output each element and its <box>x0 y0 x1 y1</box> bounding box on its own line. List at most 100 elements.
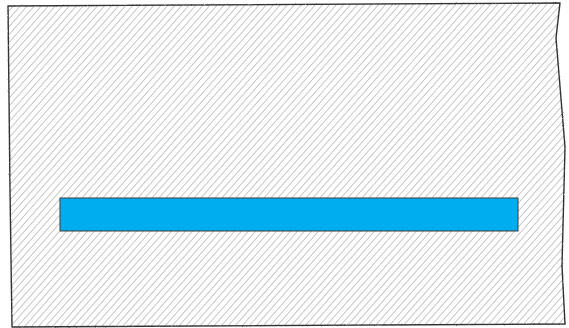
hatch-line <box>261 3 563 327</box>
hatch-line <box>8 3 185 327</box>
hatch-line <box>226 3 528 327</box>
hatch-line <box>51 3 353 327</box>
hatch-line <box>8 3 178 327</box>
hatch-line <box>8 3 269 327</box>
hatch-line <box>8 3 248 327</box>
hatch-line <box>163 3 465 327</box>
hatch-line <box>296 3 565 327</box>
hatch-line <box>219 3 521 327</box>
hatch-line <box>198 3 500 327</box>
hatch-line <box>8 3 255 327</box>
hatch-line <box>254 3 556 327</box>
hatch-line <box>8 3 192 327</box>
hatch-line <box>23 3 325 327</box>
hatch-line <box>8 3 241 327</box>
hatch-line <box>464 3 565 327</box>
hatch-line <box>436 3 565 327</box>
hatch-line <box>373 3 565 327</box>
hatch-line <box>86 3 388 327</box>
hatch-line <box>471 3 565 327</box>
hatch-line <box>205 3 507 327</box>
hatch-line <box>8 3 129 327</box>
hatch-line <box>8 3 283 327</box>
hatch-line <box>107 3 409 327</box>
hatch-line <box>233 3 535 327</box>
hatch-line <box>275 3 565 327</box>
hatch-line <box>450 3 565 327</box>
hatch-line <box>135 3 437 327</box>
bar-fill <box>59 197 519 232</box>
hatch-line <box>149 3 451 327</box>
hatch-line <box>142 3 444 327</box>
hatch-line <box>415 3 565 327</box>
hatch-line <box>128 3 430 327</box>
hatch-line <box>8 3 220 327</box>
hatch-line <box>9 3 311 327</box>
hatch-line <box>8 3 304 327</box>
hatch-line <box>184 3 486 327</box>
hatch-line <box>8 3 157 327</box>
hatch-line <box>79 3 381 327</box>
hatch-line <box>16 3 318 327</box>
hatch-line <box>8 3 199 327</box>
hatch-line <box>8 3 108 327</box>
hatch-line <box>492 3 565 327</box>
hatch-line <box>8 3 136 327</box>
hatch-line <box>401 3 565 327</box>
hatch-line <box>212 3 514 327</box>
hatch-line <box>72 3 374 327</box>
hatch-line <box>8 3 227 327</box>
hatch-line <box>8 3 122 327</box>
hatch-line <box>8 3 290 327</box>
hatch-line <box>443 3 565 327</box>
hatch-line <box>8 3 150 327</box>
hatch-line <box>8 3 94 327</box>
hatch-line <box>8 3 87 327</box>
hatch-line <box>121 3 423 327</box>
hatch-line <box>65 3 367 327</box>
hatch-line <box>8 3 297 327</box>
hatch-line <box>8 3 213 327</box>
hatch-line <box>422 3 565 327</box>
hatch-line <box>44 3 346 327</box>
hatch-line <box>331 3 565 327</box>
hatch-line <box>478 3 565 327</box>
hatch-line <box>8 3 80 327</box>
hatch-line <box>303 3 565 327</box>
hatch-line <box>345 3 565 327</box>
hatch-line <box>394 3 565 327</box>
hatch-line <box>8 3 143 327</box>
hatch-line <box>366 3 565 327</box>
hatch-line <box>247 3 549 327</box>
hatch-line <box>380 3 565 327</box>
hatch-line <box>170 3 472 327</box>
panel-outline <box>7 2 566 328</box>
hatch-line <box>359 3 565 327</box>
hatch-line <box>338 3 565 327</box>
hatch-line <box>8 3 115 327</box>
hatch-line <box>289 3 565 327</box>
hatch-line <box>324 3 565 327</box>
hatch-line <box>8 3 206 327</box>
hatch-line <box>317 3 565 327</box>
hatch-line <box>8 3 276 327</box>
hatch-line <box>485 3 565 327</box>
hatch-line <box>156 3 458 327</box>
hatch-line <box>8 3 164 327</box>
hatch-line <box>30 3 332 327</box>
hatch-line <box>268 3 565 327</box>
hatch-line <box>8 3 171 327</box>
hatch-line <box>191 3 493 327</box>
hatch-line <box>100 3 402 327</box>
hatch-line <box>240 3 542 327</box>
hatch-line <box>58 3 360 327</box>
hatch-line <box>499 3 565 327</box>
hatch-line <box>429 3 565 327</box>
hatch-line <box>282 3 565 327</box>
hatch-line <box>8 3 66 327</box>
hatch-line <box>177 3 479 327</box>
hatch-line <box>408 3 565 327</box>
